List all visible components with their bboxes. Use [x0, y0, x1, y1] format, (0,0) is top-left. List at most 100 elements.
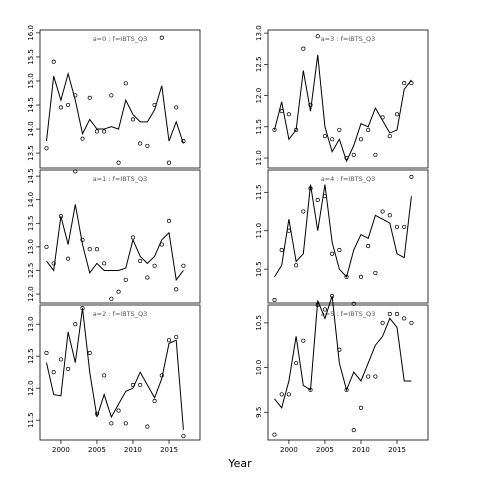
observed-point	[116, 408, 121, 413]
observed-point	[380, 320, 385, 325]
observed-point	[394, 224, 400, 229]
observed-point	[87, 95, 92, 100]
y-tick-label: 14.5	[27, 168, 35, 184]
y-tick-label: 14.0	[27, 192, 35, 208]
observed-point	[145, 143, 150, 148]
y-tick-label: 12.5	[27, 263, 35, 279]
observed-point	[174, 105, 179, 110]
observed-point	[315, 197, 320, 203]
observed-point	[373, 152, 378, 157]
observed-point	[301, 209, 306, 214]
observed-point	[294, 127, 299, 132]
observed-point	[44, 244, 49, 249]
observed-point	[66, 366, 71, 372]
observed-point	[272, 127, 277, 132]
panel-title: a=0 : f=IBTS_Q3	[93, 35, 148, 43]
panel-title: a=2 : f=IBTS_Q3	[93, 310, 148, 318]
y-tick-label: 10.5	[255, 315, 263, 331]
observed-point	[152, 263, 157, 268]
observed-point	[138, 258, 143, 264]
observed-point	[152, 102, 157, 108]
y-tick-label: 9.5	[255, 407, 263, 418]
x-axis-label: Year	[227, 457, 252, 470]
observed-point	[166, 218, 172, 223]
observed-point	[387, 134, 392, 139]
observed-point	[58, 105, 63, 110]
observed-point	[51, 261, 56, 266]
observed-point	[351, 152, 356, 157]
observed-point	[358, 405, 364, 410]
x-tick-label: 2005	[316, 446, 334, 454]
observed-point	[315, 302, 320, 308]
observed-point	[130, 382, 136, 388]
panel-title: a=3 : f=IBTS_Q3	[321, 35, 376, 43]
observed-point	[181, 434, 186, 439]
observed-point	[44, 146, 49, 151]
y-tick-label: 11.5	[27, 412, 35, 428]
observed-point	[279, 247, 284, 253]
panel-frame	[267, 304, 429, 441]
panel-title: a=5 : f=IBTS_Q3	[321, 310, 376, 318]
observed-point	[102, 129, 107, 134]
observed-point	[130, 235, 136, 240]
observed-point	[322, 307, 327, 312]
observed-point	[337, 347, 342, 352]
observed-point	[409, 81, 414, 86]
observed-point	[109, 93, 114, 98]
y-tick-label: 14.5	[27, 97, 35, 113]
x-tick-label: 2000	[280, 446, 298, 454]
observed-point	[351, 301, 356, 306]
observed-point	[87, 350, 92, 356]
observed-point	[358, 137, 364, 142]
observed-point	[366, 244, 371, 249]
fit-line	[46, 204, 184, 282]
observed-point	[286, 392, 291, 397]
fit-line	[274, 54, 412, 163]
observed-point	[344, 387, 349, 392]
y-tick-label: 12.5	[27, 348, 35, 364]
observed-point	[308, 387, 313, 392]
y-tick-label: 12.0	[27, 380, 35, 396]
observed-point	[301, 338, 306, 343]
observed-point	[145, 275, 150, 280]
observed-point	[344, 274, 349, 279]
observed-point	[294, 361, 299, 366]
observed-point	[80, 237, 85, 242]
panel-frame	[39, 304, 201, 441]
observed-point	[394, 112, 400, 117]
observed-point	[145, 424, 150, 429]
y-tick-label: 16.0	[27, 25, 35, 41]
observed-point	[409, 320, 414, 325]
observed-point	[152, 398, 157, 404]
observed-point	[380, 115, 385, 120]
observed-point	[73, 322, 78, 327]
observed-point	[394, 311, 400, 316]
observed-point	[66, 102, 71, 108]
observed-point	[159, 242, 164, 247]
observed-point	[138, 382, 143, 388]
y-tick-label: 11.0	[255, 150, 263, 166]
observed-point	[294, 263, 299, 268]
y-tick-label: 12.0	[255, 88, 263, 104]
observed-point	[344, 155, 349, 161]
panel-frame	[39, 169, 201, 304]
observed-point	[373, 270, 378, 276]
observed-point	[102, 373, 107, 378]
x-tick-label: 2005	[88, 446, 106, 454]
observed-point	[174, 287, 179, 292]
observed-point	[286, 228, 291, 233]
observed-point	[308, 186, 313, 191]
observed-point	[330, 294, 335, 299]
observed-point	[94, 247, 99, 252]
x-tick-label: 2015	[388, 446, 406, 454]
observed-point	[181, 139, 186, 144]
y-tick-label: 15.0	[27, 73, 35, 89]
panel-title: a=1 : f=IBTS_Q3	[93, 175, 148, 183]
y-tick-label: 13.5	[27, 145, 35, 161]
panel-frame	[267, 29, 429, 169]
observed-point	[44, 350, 49, 356]
observed-point	[73, 93, 78, 98]
observed-point	[159, 35, 164, 40]
observed-point	[373, 374, 378, 379]
observed-point	[330, 137, 335, 142]
